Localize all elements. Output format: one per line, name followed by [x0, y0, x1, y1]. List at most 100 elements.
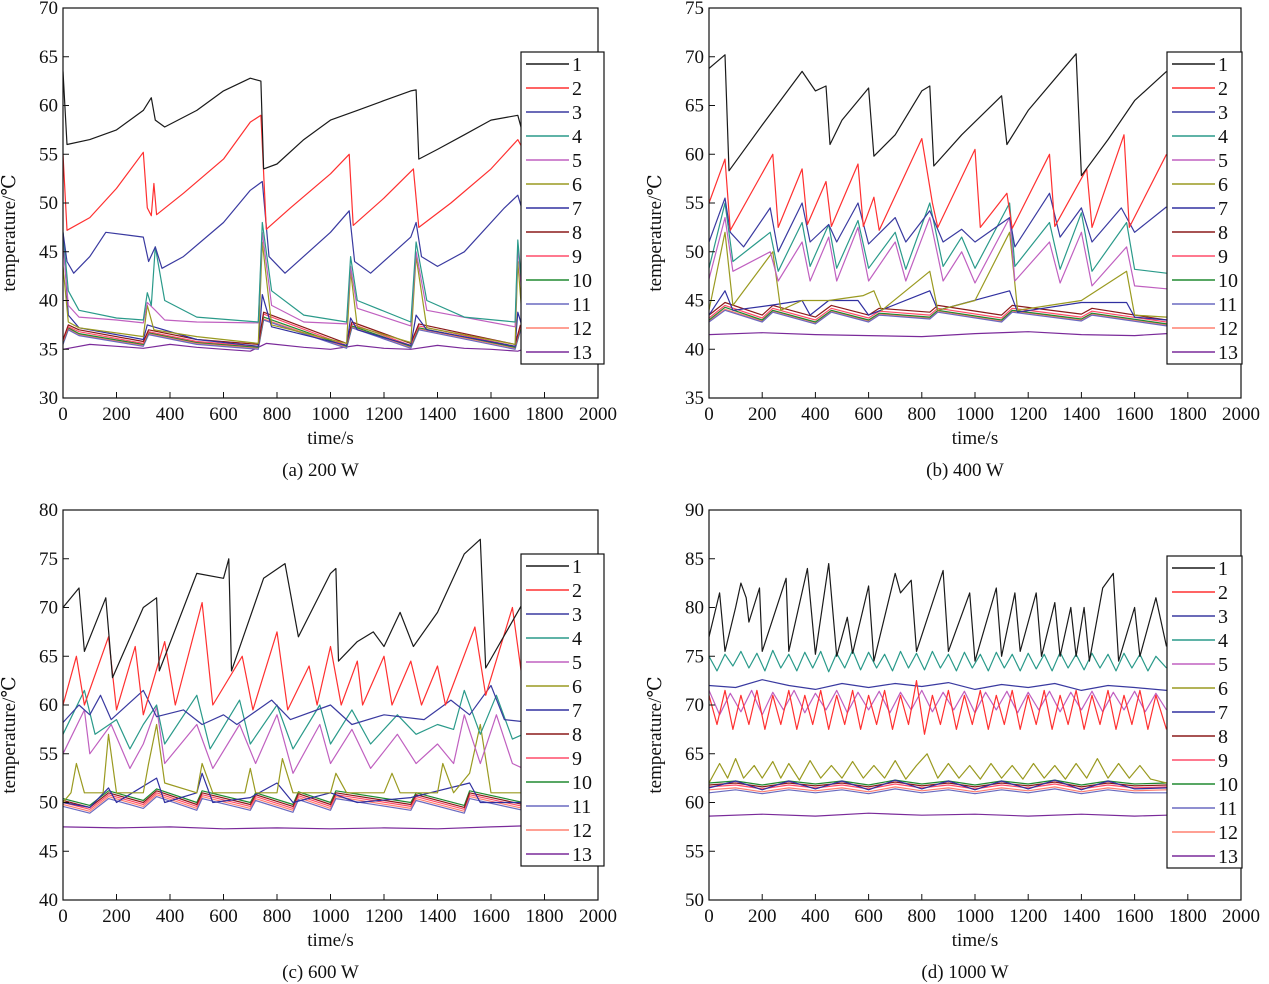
legend-label-3: 3 — [1218, 102, 1228, 124]
x-tick-label: 0 — [704, 404, 714, 425]
x-tick-label: 1800 — [526, 404, 564, 425]
series-line-7 — [63, 772, 524, 809]
legend-label-3: 3 — [1218, 606, 1228, 628]
y-tick-label: 50 — [685, 242, 704, 263]
x-axis-label: time/s — [307, 428, 353, 449]
series-line-13 — [63, 825, 524, 830]
series-line-8 — [63, 311, 521, 345]
y-tick-label: 35 — [685, 388, 704, 409]
x-tick-label: 1200 — [1009, 906, 1047, 927]
y-tick-label: 65 — [39, 646, 58, 667]
legend-label-13: 13 — [1218, 846, 1238, 868]
x-tick-label: 600 — [209, 906, 238, 927]
series-line-12 — [709, 308, 1167, 326]
x-tick-label: 600 — [854, 404, 883, 425]
y-tick-label: 60 — [39, 96, 58, 117]
legend-label-2: 2 — [572, 78, 582, 100]
legend-label-9: 9 — [572, 748, 582, 770]
legend-label-7: 7 — [1218, 198, 1228, 220]
x-tick-label: 600 — [209, 404, 238, 425]
x-tick-label: 1200 — [365, 906, 403, 927]
y-tick-label: 40 — [685, 339, 704, 360]
x-tick-label: 0 — [58, 404, 68, 425]
x-tick-label: 1200 — [365, 404, 403, 425]
y-tick-label: 65 — [685, 744, 704, 765]
y-tick-label: 60 — [685, 793, 704, 814]
y-tick-label: 45 — [39, 242, 58, 263]
x-axis-label: time/s — [952, 930, 998, 951]
y-tick-label: 55 — [39, 744, 58, 765]
y-axis-label: temperature/℃ — [0, 174, 20, 291]
x-tick-label: 1800 — [1169, 404, 1207, 425]
series-line-12 — [709, 786, 1167, 793]
legend-label-9: 9 — [1218, 750, 1228, 772]
x-tick-label: 1800 — [1169, 906, 1207, 927]
legend-label-6: 6 — [572, 174, 582, 196]
legend-label-3: 3 — [572, 604, 582, 626]
y-tick-label: 75 — [685, 0, 704, 19]
x-tick-label: 600 — [854, 906, 883, 927]
panel-caption: (d) 1000 W — [921, 962, 1008, 983]
y-axis-label: temperature/℃ — [645, 174, 666, 291]
y-tick-label: 50 — [39, 793, 58, 814]
x-tick-label: 800 — [263, 404, 292, 425]
x-tick-label: 200 — [748, 906, 777, 927]
legend-label-4: 4 — [572, 628, 582, 650]
series-line-5 — [63, 231, 524, 328]
legend-label-12: 12 — [1218, 318, 1238, 340]
legend-label-6: 6 — [572, 676, 582, 698]
series-line-13 — [709, 812, 1167, 817]
y-tick-label: 70 — [39, 0, 58, 19]
legend-label-2: 2 — [1218, 582, 1228, 604]
y-tick-label: 45 — [685, 291, 704, 312]
series-line-13 — [63, 342, 524, 352]
series-line-3 — [709, 192, 1167, 253]
y-tick-label: 55 — [685, 841, 704, 862]
y-tick-label: 60 — [39, 695, 58, 716]
legend-label-9: 9 — [1218, 246, 1228, 268]
y-tick-label: 80 — [39, 500, 58, 521]
series-line-9 — [63, 792, 524, 810]
legend-label-3: 3 — [572, 102, 582, 124]
legend-label-12: 12 — [572, 318, 592, 340]
legend-label-1: 1 — [572, 54, 582, 76]
y-axis-label: temperature/℃ — [0, 676, 20, 793]
series-line-11 — [709, 309, 1167, 327]
series-line-3 — [63, 684, 524, 726]
legend-label-1: 1 — [1218, 54, 1228, 76]
y-tick-label: 80 — [685, 598, 704, 619]
panel-caption: (a) 200 W — [282, 460, 359, 481]
legend-label-7: 7 — [1218, 702, 1228, 724]
x-tick-label: 1800 — [526, 906, 564, 927]
series-line-1 — [709, 53, 1167, 177]
series-line-10 — [709, 779, 1167, 786]
chart-panel-a: 0 200 400 600 800 1000 1200 1400 1600 1800 2000 30 3… — [0, 0, 617, 481]
y-tick-label: 75 — [39, 549, 58, 570]
y-tick-label: 75 — [685, 646, 704, 667]
legend-label-2: 2 — [1218, 78, 1228, 100]
legend-label-6: 6 — [1218, 678, 1228, 700]
legend-label-5: 5 — [572, 652, 582, 674]
chart-panel-b: 0 200 400 600 800 1000 1200 1400 1600 1800 2000354… — [645, 0, 1260, 481]
y-tick-label: 50 — [39, 193, 58, 214]
legend-label-6: 6 — [1218, 174, 1228, 196]
x-tick-label: 1000 — [312, 404, 350, 425]
series-line-7 — [63, 234, 524, 347]
legend-label-4: 4 — [1218, 126, 1228, 148]
series-line-3 — [709, 679, 1167, 692]
legend-label-10: 10 — [572, 772, 592, 794]
series-group — [709, 53, 1168, 338]
x-tick-label: 1400 — [1062, 404, 1100, 425]
legend-label-9: 9 — [572, 246, 582, 268]
series-line-2 — [709, 679, 1168, 735]
legend-label-12: 12 — [1218, 822, 1238, 844]
y-tick-label: 35 — [39, 339, 58, 360]
legend-label-11: 11 — [572, 294, 591, 316]
series-line-6 — [63, 723, 524, 803]
series-line-1 — [709, 562, 1168, 662]
legend-label-8: 8 — [572, 222, 582, 244]
x-tick-label: 1200 — [1009, 404, 1047, 425]
